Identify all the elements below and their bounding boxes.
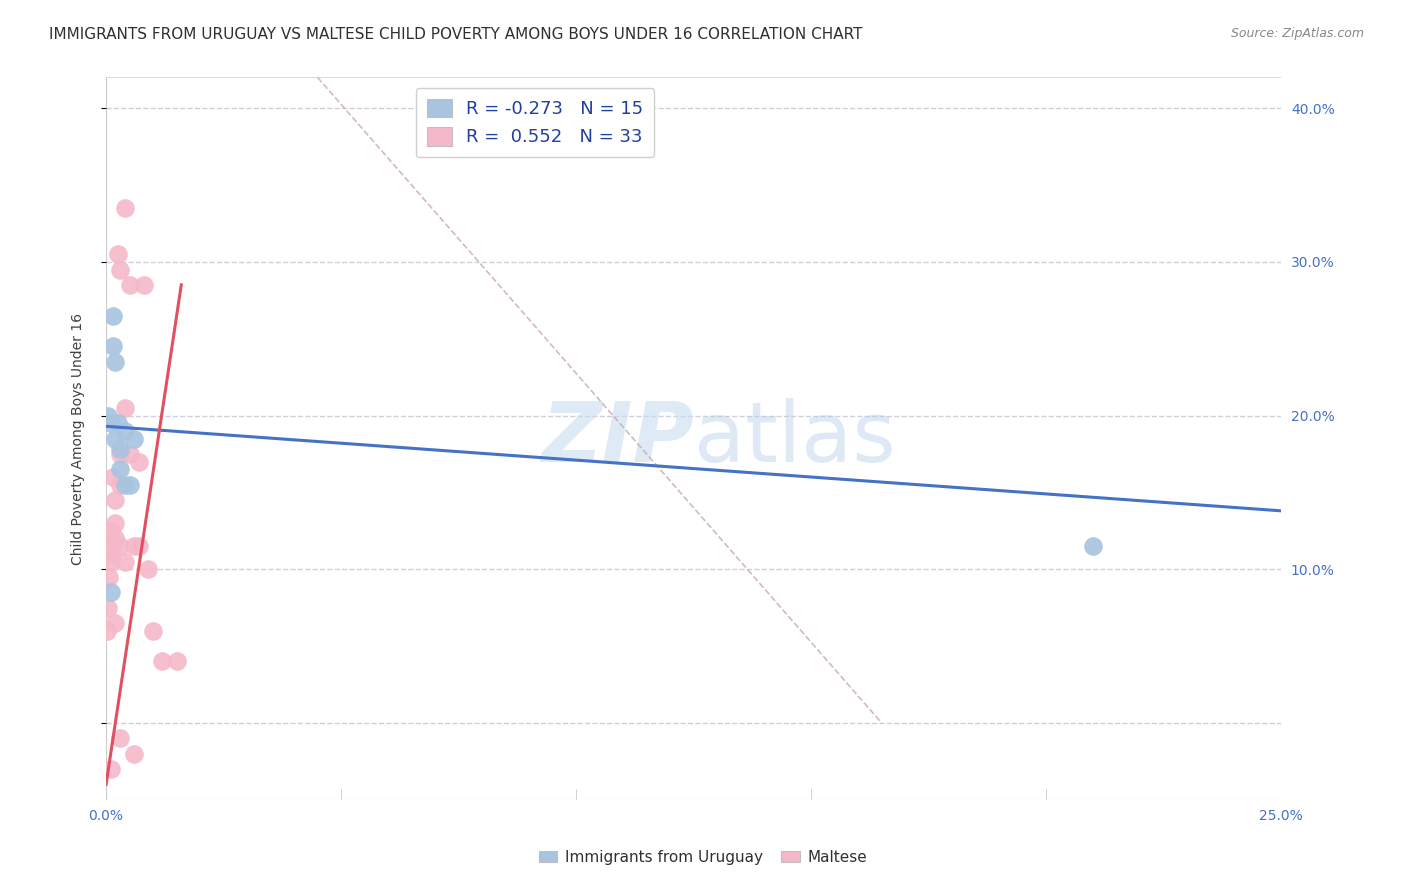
Point [104,615,127,630]
Point [104,355,127,369]
Point [108,262,131,277]
Point [114,401,136,415]
Point [101,339,124,353]
Point [107,247,129,261]
Point [124,747,146,761]
Point [124,539,146,553]
Point [108,447,131,461]
Point [97,409,120,423]
Text: ZIP: ZIP [541,398,693,479]
Point [101,470,124,484]
Point [100,555,122,569]
Point [108,442,131,457]
Point [108,731,131,746]
Point [114,555,136,569]
Point [107,416,129,430]
Point [100,585,122,599]
Point [100,547,122,561]
Point [108,477,131,491]
Legend: Immigrants from Uruguay, Maltese: Immigrants from Uruguay, Maltese [533,844,873,871]
Point [142,624,165,638]
Point [118,277,141,292]
Point [138,562,160,576]
Point [97,600,120,615]
Point [152,655,174,669]
Point [114,477,136,491]
Text: Source: ZipAtlas.com: Source: ZipAtlas.com [1230,27,1364,40]
Point [104,532,127,546]
Legend: R = -0.273   N = 15, R =  0.552   N = 33: R = -0.273 N = 15, R = 0.552 N = 33 [416,88,654,157]
Text: atlas: atlas [693,398,896,479]
Point [118,477,141,491]
Point [124,432,146,446]
Point [98,570,121,584]
Point [114,424,136,438]
Point [100,762,122,776]
Point [108,539,131,553]
Point [101,309,124,323]
Point [1081,539,1104,553]
Text: IMMIGRANTS FROM URUGUAY VS MALTESE CHILD POVERTY AMONG BOYS UNDER 16 CORRELATION: IMMIGRANTS FROM URUGUAY VS MALTESE CHILD… [49,27,863,42]
Point [108,462,131,476]
Point [100,416,122,430]
Point [96,624,118,638]
Point [128,539,150,553]
Point [104,432,127,446]
Point [114,201,136,215]
Point [132,277,155,292]
Point [100,539,122,553]
Point [118,447,141,461]
Point [128,455,150,469]
Point [104,516,127,530]
Point [100,524,122,538]
Y-axis label: Child Poverty Among Boys Under 16: Child Poverty Among Boys Under 16 [72,312,86,565]
Point [166,655,188,669]
Point [104,493,127,508]
